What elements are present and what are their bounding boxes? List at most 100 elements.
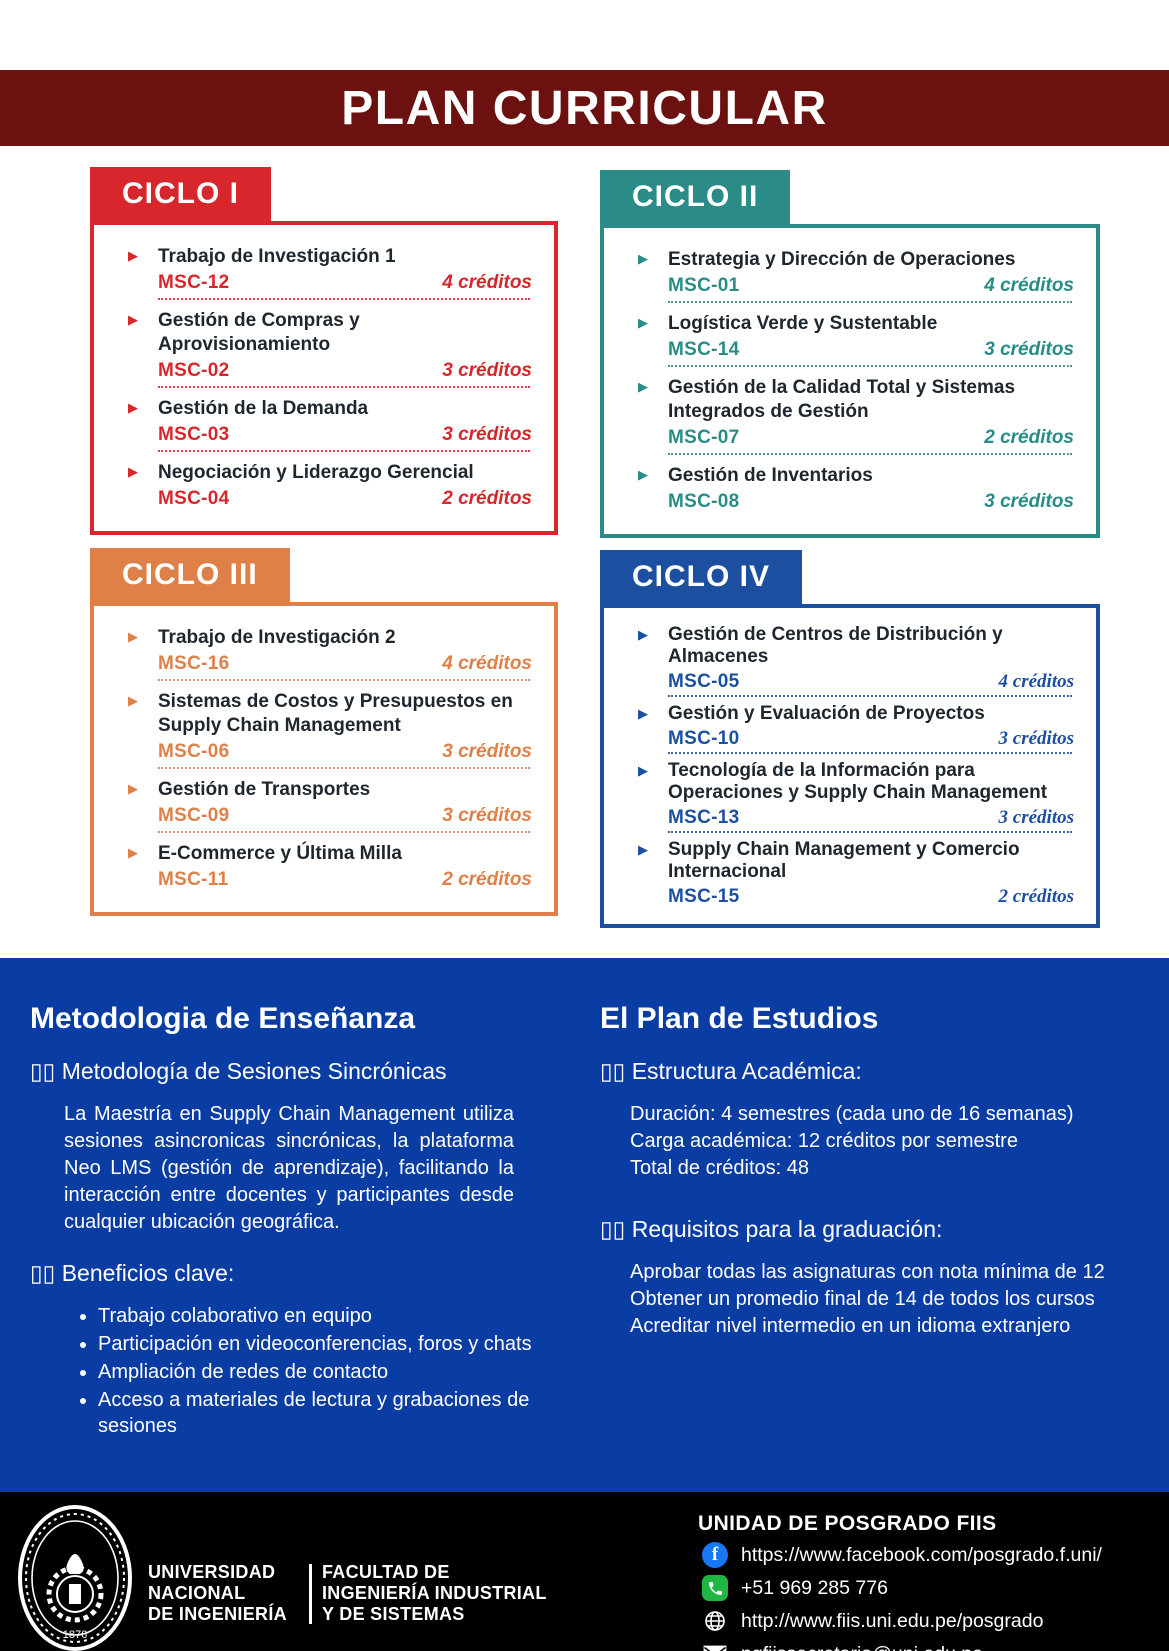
faculty-name: FACULTAD DE INGENIERÍA INDUSTRIAL Y DE S… (322, 1562, 547, 1625)
course-row: ▶ Gestión de Centros de Distribución y A… (630, 624, 1074, 697)
methodology-paragraph: La Maestría en Supply Chain Management u… (64, 1103, 514, 1233)
course-code: MSC-02 (158, 360, 230, 381)
course-code: MSC-10 (668, 728, 740, 749)
course-row: ▶ Gestión de la Calidad Total y Sistemas… (630, 376, 1074, 455)
methodology-heading: Metodologia de Enseñanza (30, 1002, 416, 1035)
course-name: E-Commerce y Última Milla (158, 843, 402, 864)
course-code: MSC-11 (158, 869, 229, 890)
svg-text:1876: 1876 (63, 1629, 87, 1641)
course-credits: 2 créditos (984, 427, 1074, 448)
course-code: MSC-04 (158, 488, 230, 509)
course-name: Trabajo de Investigación 2 (158, 627, 396, 648)
course-bullet-icon: ▶ (638, 379, 648, 394)
website-link[interactable]: http://www.fiis.uni.edu.pe/posgrado (702, 1608, 1102, 1634)
benefit-item: Trabajo colaborativo en equipo (98, 1303, 550, 1329)
course-name: Gestión de Centros de Distribución y Alm… (668, 624, 1003, 667)
graduation-subheading: ▯▯ Requisitos para la graduación: (600, 1216, 943, 1242)
email-icon (702, 1641, 728, 1651)
course-credits: 2 créditos (442, 488, 532, 509)
benefit-item: Acceso a materiales de lectura y grabaci… (98, 1387, 550, 1439)
course-name: Logística Verde y Sustentable (668, 313, 938, 334)
university-name-line: NACIONAL (148, 1583, 246, 1603)
facebook-link[interactable]: f https://www.facebook.com/posgrado.f.un… (702, 1542, 1102, 1568)
course-credits: 2 créditos (998, 886, 1074, 907)
course-name: Trabajo de Investigación 1 (158, 246, 396, 267)
ciclo-1-box: ▶ Trabajo de Investigación 1 MSC-12 4 cré… (90, 221, 558, 535)
ciclo-3-box: ▶ Trabajo de Investigación 2 MSC-16 4 cré… (90, 602, 558, 916)
course-code: MSC-07 (668, 427, 740, 448)
ciclo-title: CICLO IV (632, 560, 771, 593)
course-bullet-icon: ▶ (128, 464, 138, 479)
course-bullet-icon: ▶ (128, 693, 138, 708)
course-name: Gestión y Evaluación de Proyectos (668, 703, 985, 724)
course-name: Gestión de la Calidad Total y Sistemas I… (668, 377, 1016, 422)
course-code: MSC-05 (668, 671, 740, 692)
course-name: Gestión de Transportes (158, 779, 371, 800)
course-credits: 3 créditos (442, 360, 532, 381)
university-name-line: DE INGENIERÍA (148, 1604, 287, 1624)
whatsapp-icon (702, 1575, 728, 1601)
requirement-line: Acreditar nivel intermedio en un idioma … (630, 1315, 1071, 1337)
facebook-url: https://www.facebook.com/posgrado.f.uni/ (741, 1543, 1102, 1566)
ciclo-4-tab: CICLO IV (600, 550, 803, 604)
ciclo-4-card: CICLO IV ▶ Gestión de Centros de Distrib… (600, 550, 1100, 928)
course-name: Estrategia y Dirección de Operaciones (668, 249, 1016, 270)
course-credits: 3 créditos (998, 807, 1074, 828)
info-panel: Metodologia de Enseñanza ▯▯ Metodología … (0, 958, 1169, 1492)
course-row: ▶ Estrategia y Dirección de Operaciones … (630, 248, 1074, 303)
globe-icon (702, 1608, 728, 1634)
course-credits: 2 créditos (442, 869, 532, 890)
course-bullet-icon: ▶ (638, 467, 648, 482)
ciclo-3-tab: CICLO III (90, 548, 290, 602)
course-bullet-icon: ▶ (128, 248, 138, 263)
course-bullet-icon: ▶ (638, 315, 648, 330)
facebook-icon: f (702, 1542, 728, 1568)
whatsapp-number: +51 969 285 776 (741, 1576, 888, 1599)
course-code: MSC-03 (158, 424, 230, 445)
course-name: Tecnología de la Información para Operac… (668, 760, 1048, 803)
requirement-line: Aprobar todas las asignaturas con nota m… (630, 1261, 1105, 1283)
course-code: MSC-13 (668, 807, 740, 828)
ciclo-2-box: ▶ Estrategia y Dirección de Operaciones … (600, 224, 1100, 538)
footer: 1876 UNIVERSIDAD NACIONAL DE INGENIERÍA … (0, 1492, 1169, 1651)
course-row: ▶ Gestión de la Demanda MSC-03 3 créditos (120, 397, 532, 452)
course-code: MSC-09 (158, 805, 230, 826)
ciclo-1-card: CICLO I ▶ Trabajo de Investigación 1 MSC… (90, 167, 558, 535)
email-link[interactable]: pgfiissecretaria@uni.edu.pe (702, 1641, 1102, 1651)
benefits-list: Trabajo colaborativo en equipo Participa… (74, 1303, 550, 1439)
course-credits: 4 créditos (984, 275, 1074, 296)
course-credits: 3 créditos (984, 339, 1074, 360)
course-name: Gestión de la Demanda (158, 398, 369, 419)
benefits-subheading: ▯▯ Beneficios clave: (30, 1260, 235, 1286)
faculty-name-line: Y DE SISTEMAS (322, 1604, 465, 1624)
uni-logo: 1876 (18, 1505, 132, 1651)
structure-line: Total de créditos: 48 (630, 1157, 809, 1179)
whatsapp-link[interactable]: +51 969 285 776 (702, 1575, 1102, 1601)
study-plan-heading: El Plan de Estudios (600, 1002, 879, 1035)
course-row: ▶ Gestión de Inventarios MSC-08 3 crédito… (630, 464, 1074, 519)
email-address: pgfiissecretaria@uni.edu.pe (741, 1643, 983, 1651)
benefit-item: Participación en videoconferencias, foro… (98, 1331, 550, 1357)
requirement-line: Obtener un promedio final de 14 de todos… (630, 1288, 1095, 1310)
course-bullet-icon: ▶ (128, 629, 138, 644)
course-name: Gestión de Compras y Aprovisionamiento (158, 310, 360, 355)
ciclo-title: CICLO II (632, 180, 759, 213)
course-bullet-icon: ▶ (638, 627, 648, 642)
course-row: ▶ Trabajo de Investigación 2 MSC-16 4 cré… (120, 626, 532, 681)
course-row: ▶ Gestión de Transportes MSC-09 3 crédito… (120, 778, 532, 833)
course-row: ▶ Gestión de Compras y Aprovisionamiento… (120, 309, 532, 388)
structure-line: Duración: 4 semestres (cada uno de 16 se… (630, 1103, 1074, 1125)
university-name-line: UNIVERSIDAD (148, 1562, 276, 1582)
contact-list: f https://www.facebook.com/posgrado.f.un… (702, 1542, 1102, 1651)
course-code: MSC-08 (668, 491, 740, 512)
course-name: Gestión de Inventarios (668, 465, 873, 486)
course-row: ▶ Gestión y Evaluación de Proyectos MSC-… (630, 703, 1074, 754)
course-code: MSC-14 (668, 339, 740, 360)
course-bullet-icon: ▶ (638, 842, 648, 857)
course-name: Sistemas de Costos y Presupuestos en Sup… (158, 691, 513, 736)
course-code: MSC-12 (158, 272, 230, 293)
website-url: http://www.fiis.uni.edu.pe/posgrado (741, 1609, 1044, 1632)
academic-structure-subheading: ▯▯ Estructura Académica: (600, 1058, 862, 1084)
course-row: ▶ E-Commerce y Última Milla MSC-11 2 créd… (120, 842, 532, 897)
faculty-name-line: INGENIERÍA INDUSTRIAL (322, 1583, 547, 1603)
